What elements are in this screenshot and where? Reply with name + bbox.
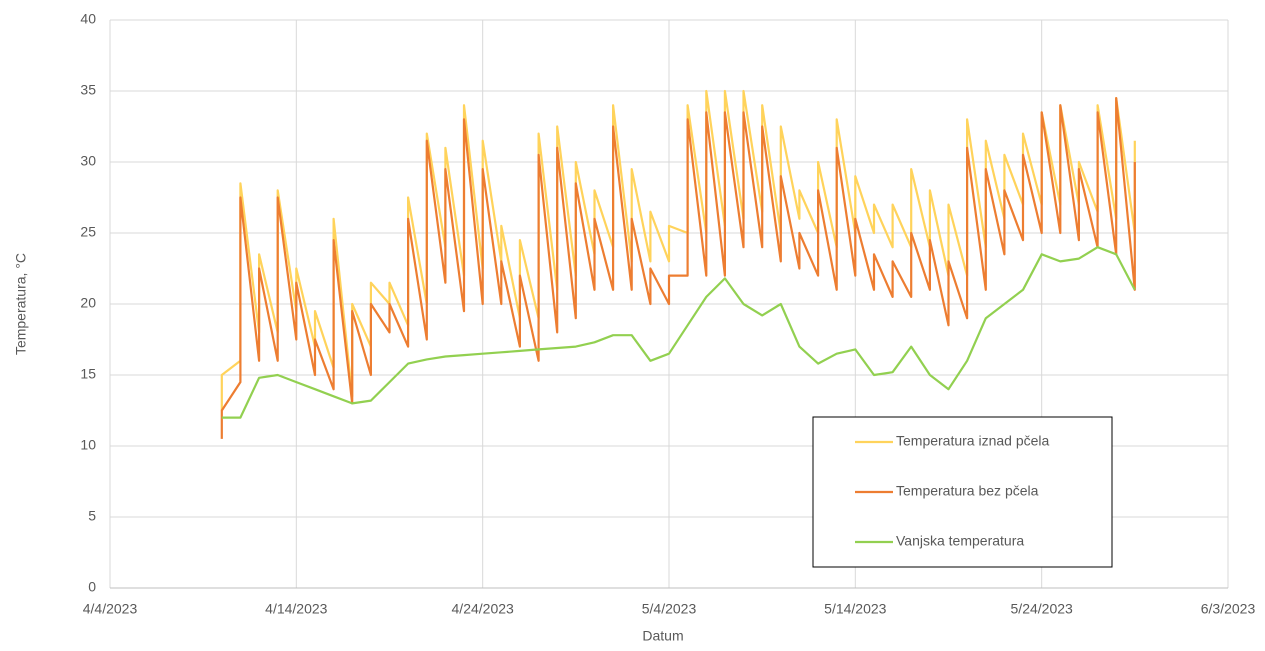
y-tick-label: 40	[80, 11, 96, 27]
series-line	[220, 89, 1136, 411]
x-tick-label: 4/14/2023	[265, 601, 327, 617]
legend-label: Temperatura bez pčela	[896, 483, 1039, 499]
y-tick-label: 10	[80, 437, 96, 453]
y-tick-label: 5	[88, 508, 96, 524]
y-tick-label: 25	[80, 224, 96, 240]
y-tick-label: 0	[88, 579, 96, 595]
y-axis-title: Temperatura, °C	[13, 253, 29, 355]
x-tick-label: 4/4/2023	[83, 601, 138, 617]
x-tick-label: 5/24/2023	[1011, 601, 1073, 617]
y-tick-label: 20	[80, 295, 96, 311]
legend-label: Temperatura iznad pčela	[896, 433, 1050, 449]
x-axis-title: Datum	[642, 628, 683, 644]
legend-label: Vanjska temperatura	[896, 533, 1024, 549]
series-line	[220, 97, 1136, 439]
x-tick-label: 5/14/2023	[824, 601, 886, 617]
y-tick-label: 15	[80, 366, 96, 382]
x-tick-label: 4/24/2023	[452, 601, 514, 617]
y-tick-label: 35	[80, 82, 96, 98]
x-tick-label: 6/3/2023	[1201, 601, 1256, 617]
x-tick-label: 5/4/2023	[642, 601, 697, 617]
y-tick-label: 30	[80, 153, 96, 169]
series-line	[221, 246, 1136, 419]
